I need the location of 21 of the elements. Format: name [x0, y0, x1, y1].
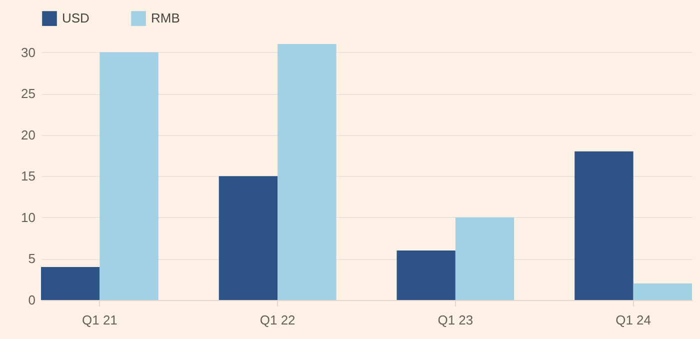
legend-label: RMB [151, 10, 180, 26]
bar [396, 250, 456, 300]
x-tick-label: Q1 22 [260, 312, 296, 328]
x-tick-label: Q1 24 [616, 312, 652, 328]
bar [218, 176, 278, 300]
legend-label: USD [62, 10, 90, 26]
y-tick-label: 30 [21, 44, 36, 60]
y-tick-label: 20 [21, 127, 36, 142]
x-tick-label: Q1 21 [82, 312, 118, 328]
y-tick-label: 5 [28, 251, 36, 266]
x-tick-label: Q1 23 [438, 312, 474, 328]
y-tick-label: 10 [21, 210, 36, 225]
bar [278, 44, 336, 300]
bar [574, 151, 634, 300]
bar [633, 283, 692, 300]
y-tick-label: 15 [21, 168, 36, 184]
y-tick-label: 0 [28, 292, 36, 308]
bar [100, 52, 158, 300]
bar [455, 217, 514, 300]
bar [41, 266, 100, 300]
y-tick-label: 25 [21, 86, 36, 102]
